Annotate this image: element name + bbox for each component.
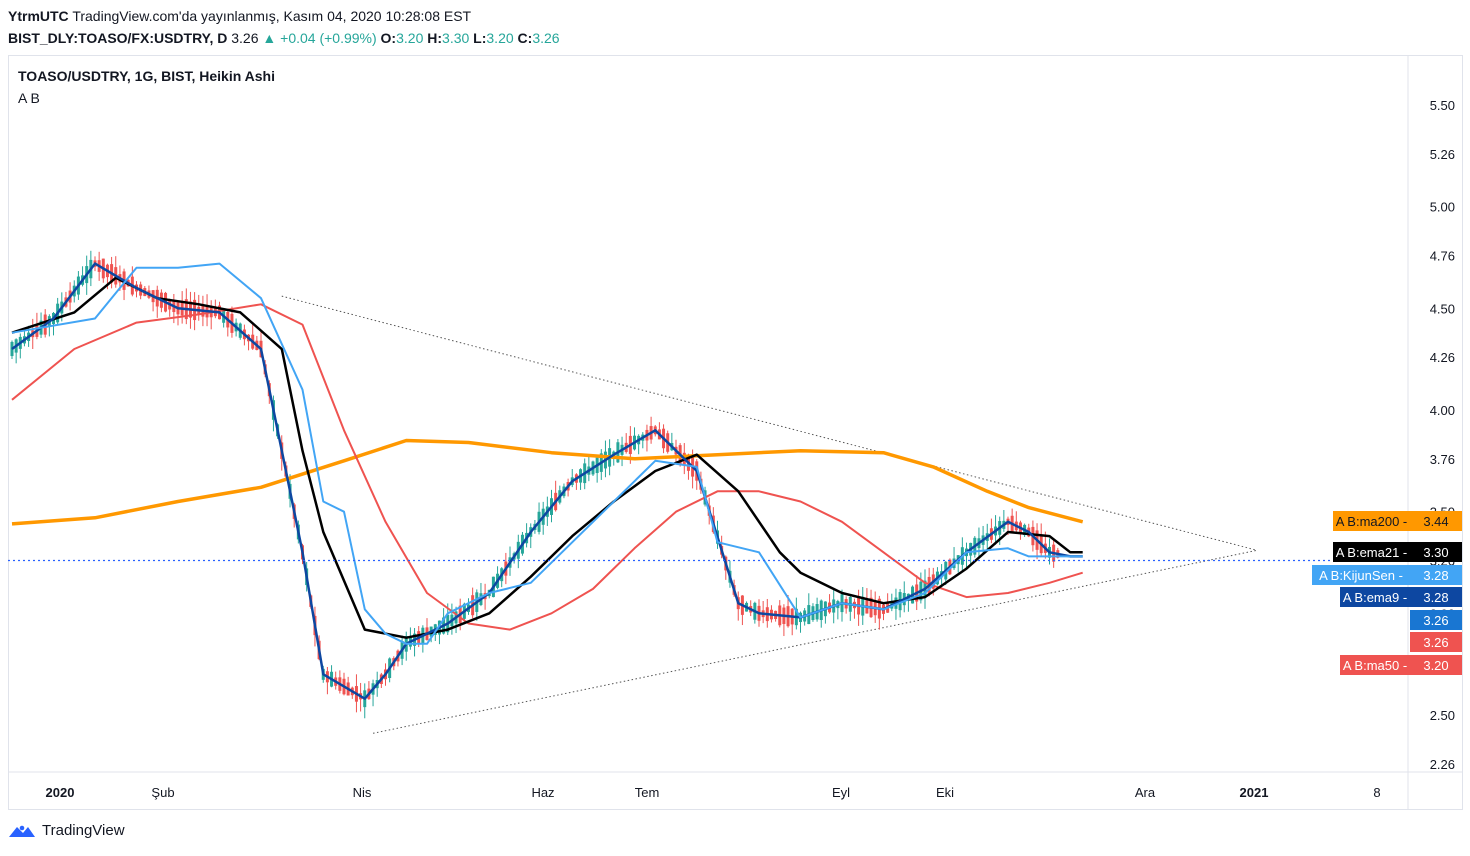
y-tick-label: 5.50 <box>1430 98 1455 113</box>
price-tag-value: 3.26 <box>1423 613 1448 628</box>
y-tick-label: 4.50 <box>1430 301 1455 316</box>
header-last: 3.26 <box>231 30 259 46</box>
header-change: ▲ +0.04 (+0.99%) <box>262 30 377 46</box>
price-tag-value-box <box>1410 655 1462 675</box>
price-tag-value-box <box>1410 511 1462 531</box>
legend-sub: A B <box>18 90 40 106</box>
y-tick-label: 5.00 <box>1430 200 1455 215</box>
header-c-label: C: <box>517 30 533 46</box>
x-tick-label: 2020 <box>46 785 75 800</box>
header-l-value: 3.20 <box>486 30 514 46</box>
y-tick-label: 4.76 <box>1430 248 1455 263</box>
line-ma200 <box>11 438 1084 526</box>
x-tick-label: Tem <box>635 785 660 800</box>
header-h-value: 3.30 <box>442 30 470 46</box>
line-ma50 <box>11 303 1083 631</box>
price-tag-label: A B:ema21 - <box>1336 545 1408 560</box>
y-tick-label: 2.26 <box>1430 757 1455 772</box>
price-tag-value: 3.28 <box>1423 568 1448 583</box>
price-tag-label-box <box>1333 542 1410 562</box>
price-tag-value: 3.26 <box>1423 635 1448 650</box>
y-tick-label: 5.26 <box>1430 147 1455 162</box>
price-tag-label: A B:ma50 - <box>1343 658 1407 673</box>
price-tag-label: A B:KijunSen - <box>1319 568 1403 583</box>
header-symbol: BIST_DLY:TOASO/FX:USDTRY, D <box>8 30 228 46</box>
y-tick-label: 2.50 <box>1430 708 1455 723</box>
header-c-value: 3.26 <box>532 30 560 46</box>
line-ema21 <box>11 276 1083 639</box>
price-tag-label-box <box>1340 587 1410 607</box>
header-h-label: H: <box>427 30 443 46</box>
price-tag-label-box <box>1340 655 1410 675</box>
y-tick-label: 4.00 <box>1430 403 1455 418</box>
trendline-upper <box>281 295 1258 551</box>
y-tick-label: 4.26 <box>1430 350 1455 365</box>
price-tag-value-box <box>1410 632 1462 652</box>
line-kijun <box>11 262 1083 645</box>
price-tag-label-box <box>1312 565 1410 585</box>
y-tick-label: 3.76 <box>1430 452 1455 467</box>
price-tag-value: 3.28 <box>1423 590 1448 605</box>
price-tag-label: A B:ema9 - <box>1343 590 1407 605</box>
tradingview-icon <box>9 825 35 837</box>
x-tick-label: 2021 <box>1240 785 1269 800</box>
x-tick-label: Ara <box>1135 785 1156 800</box>
price-tag-value-box <box>1410 587 1462 607</box>
header-user: YtrmUTC <box>8 8 69 24</box>
price-tag-value-box <box>1410 610 1462 630</box>
x-tick-label: Eyl <box>832 785 850 800</box>
header-published: YtrmUTC TradingView.com'da yayınlanmış, … <box>8 8 471 24</box>
header-l-label: L: <box>473 30 487 46</box>
price-tag-value: 3.30 <box>1423 545 1448 560</box>
price-tag-value-box <box>1410 565 1462 585</box>
price-tag-label-box <box>1333 511 1410 531</box>
x-tick-label: Şub <box>151 785 174 800</box>
tradingview-name: TradingView <box>42 822 125 839</box>
line-ema9 <box>11 262 1083 700</box>
header-o-value: 3.20 <box>396 30 424 46</box>
x-tick-label: 8 <box>1373 785 1380 800</box>
trendline-lower <box>372 549 1258 734</box>
header-published-text: TradingView.com'da yayınlanmış, Kasım 04… <box>72 8 472 24</box>
legend-title: TOASO/USDTRY, 1G, BIST, Heikin Ashi <box>18 68 275 84</box>
header-ohlc: BIST_DLY:TOASO/FX:USDTRY, D 3.26 ▲ +0.04… <box>8 30 560 46</box>
price-tag-label: A B:ma200 - <box>1336 514 1408 529</box>
price-tag-value-box <box>1410 542 1462 562</box>
x-tick-label: Haz <box>531 785 554 800</box>
chart-frame[interactable] <box>8 55 1463 810</box>
price-tag-value: 3.20 <box>1423 658 1448 673</box>
x-tick-label: Nis <box>353 785 372 800</box>
tradingview-logo[interactable]: TradingView <box>8 822 125 839</box>
x-tick-label: Eki <box>936 785 954 800</box>
header-o-label: O: <box>380 30 397 46</box>
price-tag-value: 3.44 <box>1423 514 1448 529</box>
